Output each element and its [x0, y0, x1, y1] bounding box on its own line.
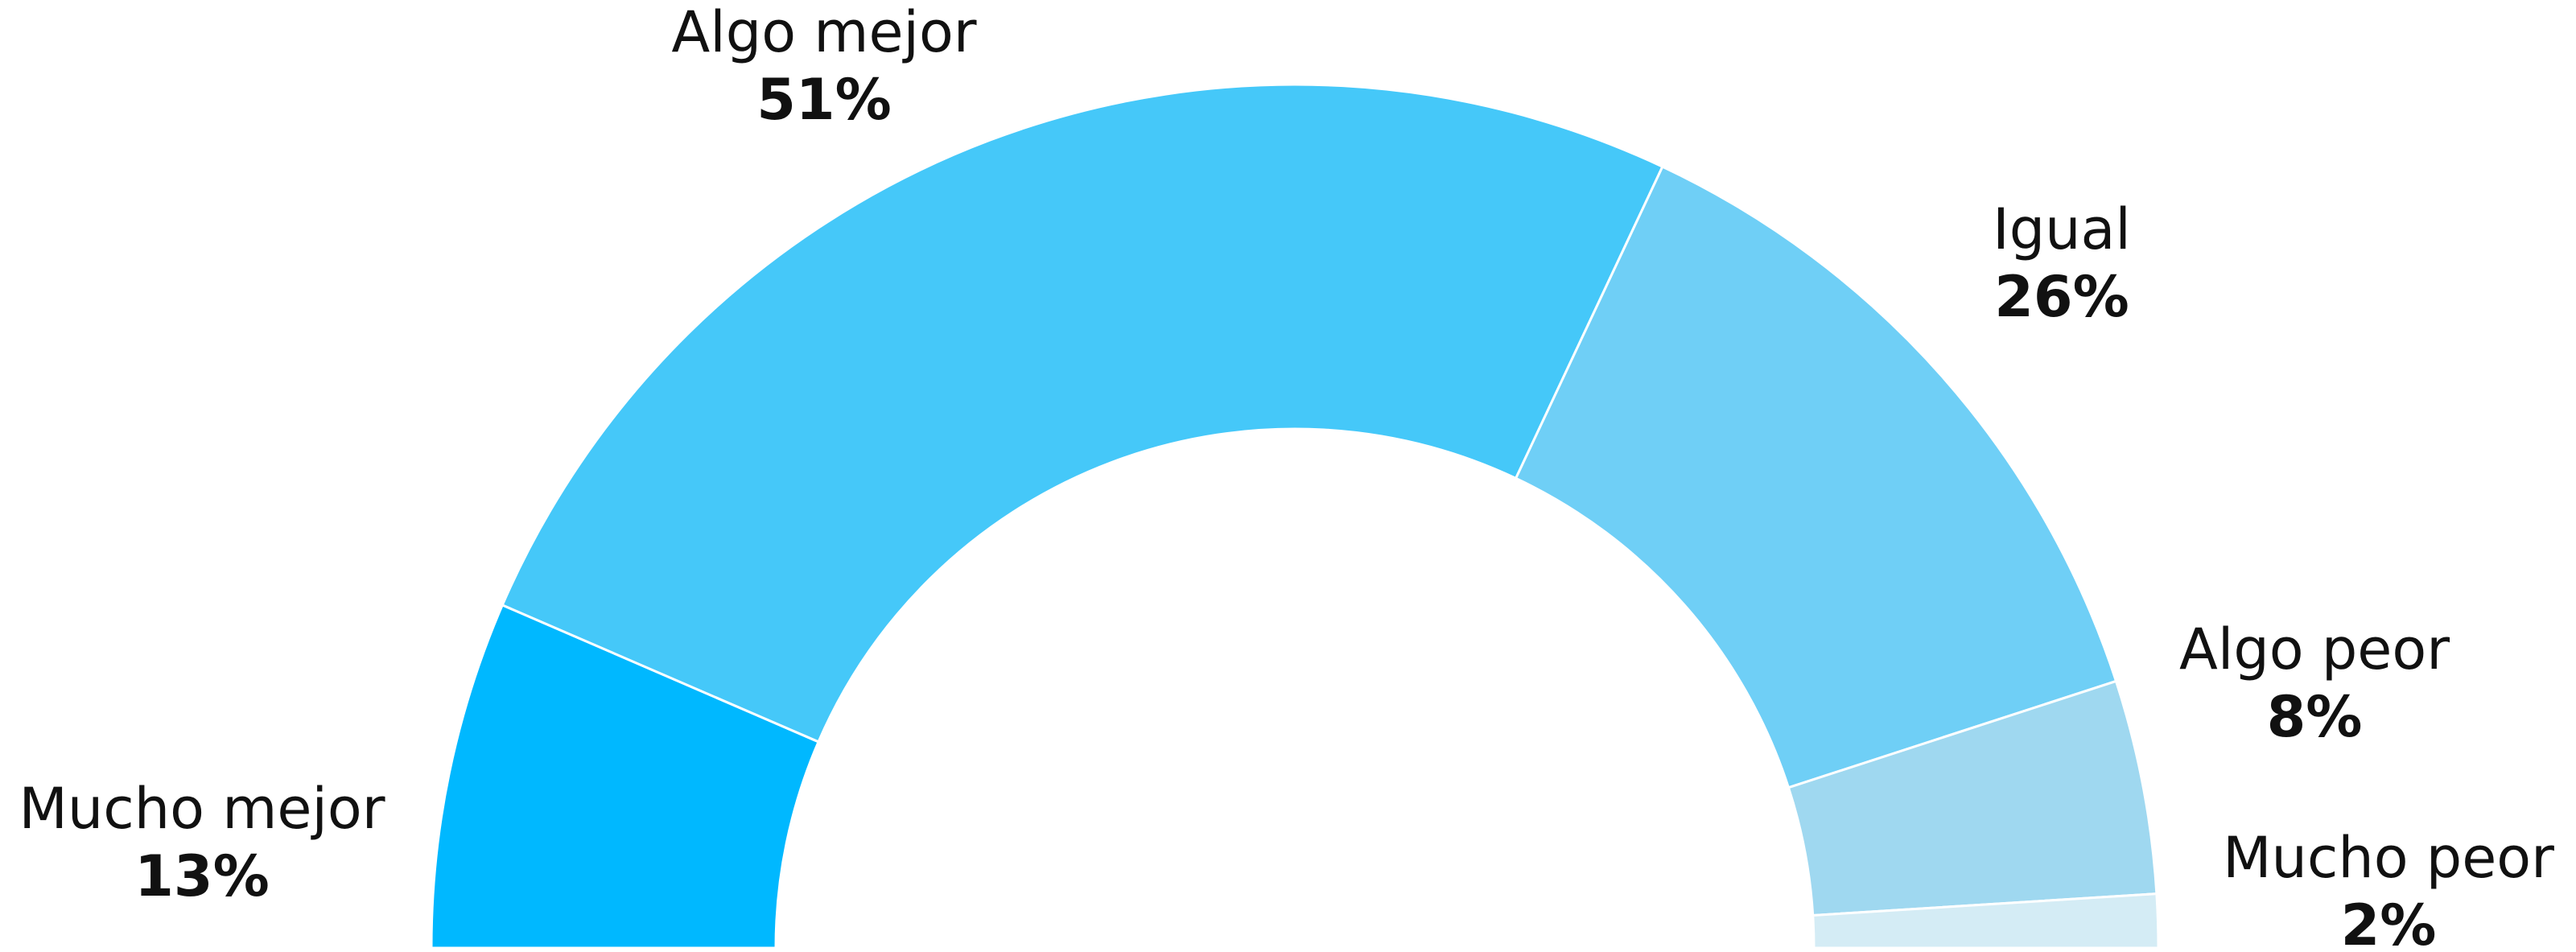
slice-value: 13% — [134, 843, 270, 909]
donut-slice — [1514, 165, 2118, 789]
slice-value: 26% — [1994, 264, 2129, 330]
slice-label: Mucho peor — [2223, 825, 2554, 891]
slice-value: 8% — [2267, 684, 2363, 750]
slice-label: Mucho mejor — [19, 776, 385, 842]
slice-label: Algo mejor — [671, 0, 976, 65]
slice-value: 51% — [756, 67, 892, 133]
slice-value: 2% — [2341, 892, 2437, 952]
slice-label: Algo peor — [2179, 616, 2450, 682]
slice-label: Igual — [1993, 196, 2131, 262]
donut-slice — [501, 83, 1664, 744]
donut-slice — [1811, 892, 2160, 950]
